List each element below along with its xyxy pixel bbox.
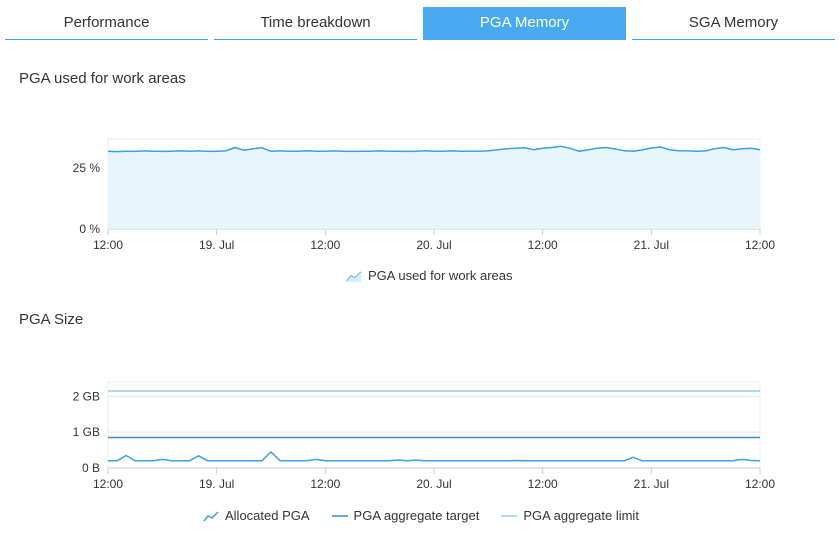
legend-chart1: PGA used for work areas [346, 268, 513, 283]
x-tick-label: 21. Jul [634, 238, 669, 252]
y-tick-label: 0 % [79, 222, 100, 236]
series-line [107, 145, 761, 153]
series-line [108, 451, 761, 462]
x-tick-label: 12:00 [745, 477, 775, 491]
legend-label-pga-used: PGA used for work areas [368, 268, 513, 283]
x-tick-label: 21. Jul [634, 477, 669, 491]
x-tick-label: 12:00 [745, 238, 775, 252]
series-area [108, 146, 760, 229]
tab-sga-memory[interactable]: SGA Memory [632, 7, 835, 40]
line-series-icon [501, 510, 518, 522]
pga-size-chart: 0 B 1 GB 2 GB 12:00 19. Jul 12:00 20. Jul 12:00… [73, 381, 775, 491]
tab-time-breakdown[interactable]: Time breakdown [214, 7, 417, 40]
plot-area [107, 381, 761, 469]
tab-bar: Performance Time breakdown PGA Memory SG… [0, 0, 840, 42]
x-tick-label: 12:00 [310, 238, 340, 252]
legend-chart2: Allocated PGA PGA aggregate target PGA a… [203, 508, 639, 523]
legend-item-pga-used[interactable]: PGA used for work areas [346, 268, 513, 283]
y-tick-label: 25 % [73, 161, 101, 175]
y-tick-label: 0 B [82, 461, 100, 475]
legend-item-aggregate-target[interactable]: PGA aggregate target [331, 508, 480, 523]
x-tick-label: 12:00 [528, 238, 558, 252]
legend-label-allocated-pga: Allocated PGA [225, 508, 310, 523]
y-tick-label: 1 GB [73, 425, 100, 439]
area-series-icon [203, 510, 219, 522]
chart-title-pga-size: PGA Size [19, 311, 84, 328]
pga-work-areas-chart: 0 % 25 % 12:00 19. Jul 12:00 20. Jul 12:00 21. … [73, 138, 775, 252]
x-tick-label: 12:00 [528, 477, 558, 491]
x-tick-label: 12:00 [93, 477, 123, 491]
tab-pga-memory[interactable]: PGA Memory [423, 7, 626, 40]
legend-label-aggregate-target: PGA aggregate target [353, 508, 480, 523]
x-tick-label: 12:00 [310, 477, 340, 491]
x-tick-label: 19. Jul [199, 477, 234, 491]
chart-title-pga-work-areas: PGA used for work areas [19, 70, 186, 87]
x-tick-label: 19. Jul [199, 238, 234, 252]
x-tick-label: 20. Jul [416, 477, 451, 491]
x-tick-label: 20. Jul [416, 238, 451, 252]
line-series-icon [331, 510, 348, 522]
legend-item-allocated-pga[interactable]: Allocated PGA [203, 508, 310, 523]
legend-item-aggregate-limit[interactable]: PGA aggregate limit [501, 508, 639, 523]
area-series-icon [346, 270, 362, 282]
legend-label-aggregate-limit: PGA aggregate limit [523, 508, 639, 523]
x-tick-label: 12:00 [93, 238, 123, 252]
tab-performance[interactable]: Performance [5, 7, 208, 40]
y-tick-label: 2 GB [73, 389, 100, 403]
